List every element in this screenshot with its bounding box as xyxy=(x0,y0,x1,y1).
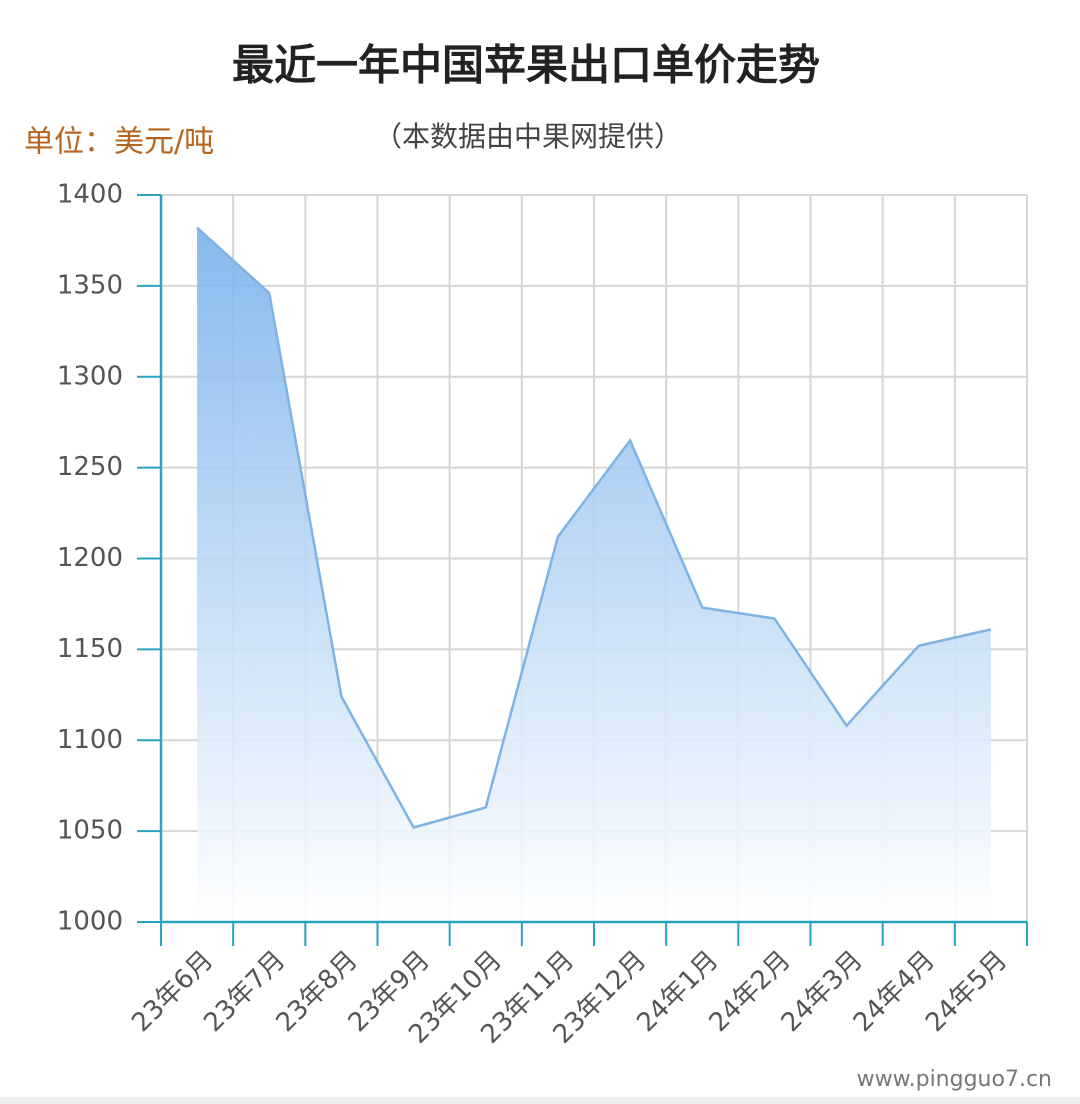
y-tick-label: 1150 xyxy=(57,634,123,664)
chart-title: 最近一年中国苹果出口单价走势 xyxy=(232,41,820,90)
line xyxy=(196,226,992,829)
y-tick-label: 1200 xyxy=(57,543,123,573)
watermark: www.pingguo7.cn xyxy=(857,1067,1052,1092)
y-tick-label: 1400 xyxy=(57,180,123,210)
y-tick-label: 1350 xyxy=(57,270,123,300)
x-tick-label: 24年5月 xyxy=(920,945,1013,1038)
y-tick-label: 1250 xyxy=(57,452,123,482)
y-tick-label: 1000 xyxy=(57,907,123,937)
unit-label: 单位：美元/吨 xyxy=(24,125,214,160)
y-tick-label: 1300 xyxy=(57,361,123,391)
y-tick-label: 1050 xyxy=(57,816,123,846)
subtitle: （本数据由中果网提供） xyxy=(374,120,682,153)
y-tick-label: 1100 xyxy=(57,725,123,755)
footer-band xyxy=(0,1097,1080,1104)
area xyxy=(197,227,991,923)
